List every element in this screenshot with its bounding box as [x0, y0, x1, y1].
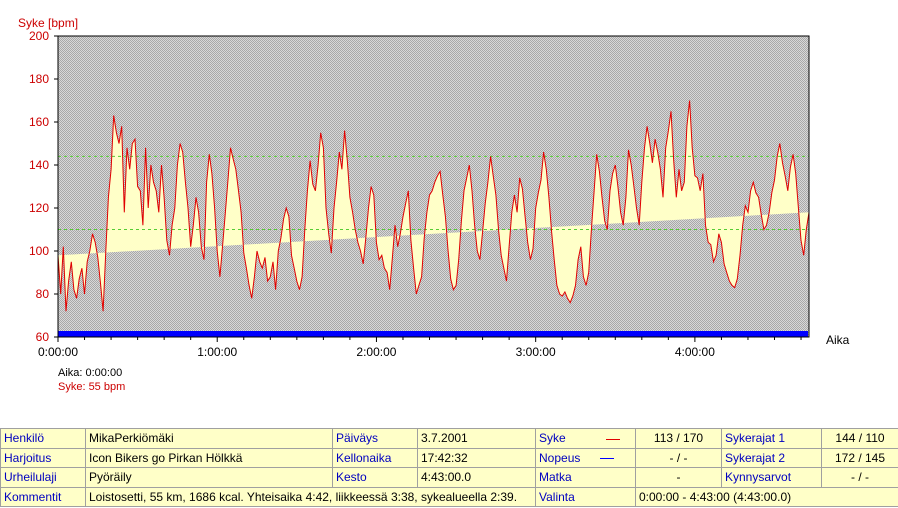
- plot-frame: [57, 35, 810, 338]
- info-row-comments: Kommentit Loistosetti, 55 km, 1686 kcal.…: [0, 486, 898, 507]
- person-value: MikaPerkiömäki: [85, 428, 333, 449]
- hr-limits-1-value: 144 / 110: [821, 428, 898, 449]
- exercise-value: Icon Bikers go Pirkan Hölkkä: [85, 447, 333, 468]
- hr-limits-1-label: Sykerajat 1: [721, 428, 822, 449]
- exercise-label: Harjoitus: [0, 447, 86, 468]
- heart-rate-area: [58, 100, 809, 312]
- x-tick-label: 2:00:00: [356, 345, 396, 359]
- x-tick-label: 1:00:00: [197, 345, 237, 359]
- hr-limits-2-label: Sykerajat 2: [721, 447, 822, 468]
- y-tick-label: 60: [36, 330, 50, 344]
- duration-label: Kesto: [332, 467, 418, 488]
- heart-rate-chart: Syke [bpm] 60 80 100 120 140 160 180 200 0:00:0…: [18, 16, 850, 359]
- x-tick-label: 4:00:00: [675, 345, 715, 359]
- y-tick-label: 180: [29, 72, 49, 86]
- speed-legend-line-icon: [600, 458, 615, 460]
- selection-value: 0:00:00 - 4:43:00 (4:43:00.0): [635, 486, 898, 507]
- info-row-person: Henkilö MikaPerkiömäki Päiväys 3.7.2001 …: [0, 428, 898, 449]
- y-tick-label: 160: [29, 115, 49, 129]
- person-label: Henkilö: [0, 428, 86, 449]
- exercise-info-table: Henkilö MikaPerkiömäki Päiväys 3.7.2001 …: [0, 428, 898, 507]
- comments-value: Loistosetti, 55 km, 1686 kcal. Yhteisaik…: [85, 486, 536, 507]
- thresholds-label: Kynnysarvot: [721, 467, 822, 488]
- comments-label: Kommentit: [0, 486, 86, 507]
- hr-legend-line-icon: [605, 438, 620, 440]
- thresholds-value: - / -: [821, 467, 898, 488]
- hr-value: 113 / 170: [635, 428, 722, 449]
- y-tick-label: 80: [36, 287, 50, 301]
- distance-value: -: [635, 467, 722, 488]
- info-row-sport: Urheilulaji Pyöräily Kesto 4:43:00.0 Mat…: [0, 467, 898, 488]
- cursor-hr-readout: Syke: 55 bpm: [58, 381, 126, 393]
- x-axis-label: Aika: [826, 333, 850, 347]
- y-tick-label: 100: [29, 244, 49, 258]
- hr-legend-label: Syke: [535, 428, 636, 449]
- x-tick-label: 0:00:00: [38, 345, 78, 359]
- distance-label: Matka: [535, 467, 636, 488]
- sport-value: Pyöräily: [85, 467, 333, 488]
- x-tick-label: 3:00:00: [516, 345, 556, 359]
- y-axis-label: Syke [bpm]: [18, 16, 78, 30]
- y-tick-label: 120: [29, 201, 49, 215]
- selection-label: Valinta: [535, 486, 636, 507]
- info-row-exercise: Harjoitus Icon Bikers go Pirkan Hölkkä K…: [0, 447, 898, 468]
- speed-value: - / -: [635, 447, 722, 468]
- selection-bar[interactable]: [58, 331, 808, 337]
- y-tick-label: 140: [29, 158, 49, 172]
- y-tick-label: 200: [29, 29, 49, 43]
- duration-value: 4:43:00.0: [417, 467, 536, 488]
- cursor-time-readout: Aika: 0:00:00: [58, 367, 123, 379]
- heart-rate-line: [57, 100, 810, 312]
- date-value: 3.7.2001: [417, 428, 536, 449]
- speed-legend-label: Nopeus: [535, 447, 636, 468]
- clock-time-value: 17:42:32: [417, 447, 536, 468]
- sport-label: Urheilulaji: [0, 467, 86, 488]
- clock-time-label: Kellonaika: [332, 447, 418, 468]
- hr-limits-2-value: 172 / 145: [821, 447, 898, 468]
- date-label: Päiväys: [332, 428, 418, 449]
